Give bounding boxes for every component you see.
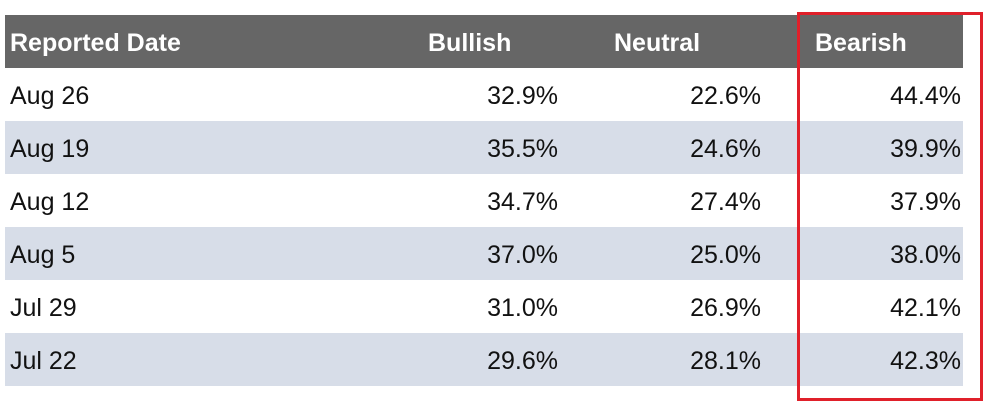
date-cell: Aug 5	[10, 241, 76, 269]
value-cell: 22.6%	[690, 82, 761, 110]
date-cell: Jul 22	[10, 347, 77, 375]
table-row: Aug 5 37.0% 25.0% 38.0%	[5, 227, 963, 280]
value-cell: 27.4%	[690, 188, 761, 216]
date-cell: Aug 12	[10, 188, 90, 216]
table-row: Jul 22 29.6% 28.1% 42.3%	[5, 333, 963, 386]
value-cell: 29.6%	[487, 347, 558, 375]
table-row: Aug 19 35.5% 24.6% 39.9%	[5, 121, 963, 174]
value-cell: 25.0%	[690, 241, 761, 269]
value-cell: 35.5%	[487, 135, 558, 163]
header-cell: Bearish	[815, 29, 907, 57]
value-cell: 42.1%	[890, 294, 961, 322]
value-cell: 39.9%	[890, 135, 961, 163]
value-cell: 26.9%	[690, 294, 761, 322]
date-cell: Aug 26	[10, 82, 90, 110]
value-cell: 38.0%	[890, 241, 961, 269]
value-cell: 31.0%	[487, 294, 558, 322]
header-cell: Neutral	[614, 29, 701, 57]
date-cell: Aug 19	[10, 135, 90, 163]
table-row: Jul 29 31.0% 26.9% 42.1%	[5, 280, 963, 333]
date-cell: Jul 29	[10, 294, 77, 322]
header-row: Reported Date Bullish Neutral Bearish	[5, 15, 963, 68]
value-cell: 28.1%	[690, 347, 761, 375]
value-cell: 24.6%	[690, 135, 761, 163]
table-row: Aug 26 32.9% 22.6% 44.4%	[5, 68, 963, 121]
value-cell: 37.0%	[487, 241, 558, 269]
table-row: Aug 12 34.7% 27.4% 37.9%	[5, 174, 963, 227]
value-cell: 42.3%	[890, 347, 961, 375]
header-cell: Bullish	[428, 29, 512, 57]
value-cell: 44.4%	[890, 82, 961, 110]
header-cell: Reported Date	[10, 29, 181, 57]
highlight-box	[797, 12, 983, 401]
value-cell: 37.9%	[890, 188, 961, 216]
value-cell: 34.7%	[487, 188, 558, 216]
value-cell: 32.9%	[487, 82, 558, 110]
